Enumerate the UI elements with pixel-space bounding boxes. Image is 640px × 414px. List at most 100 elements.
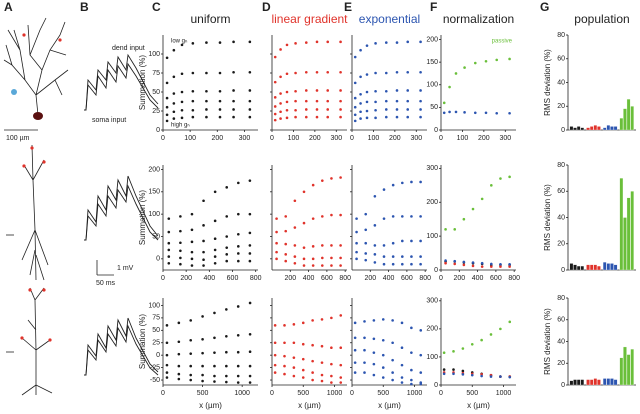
data-point: [225, 334, 228, 338]
data-point: [339, 264, 342, 267]
data-point: [391, 319, 394, 322]
x-tick-label: 0: [439, 135, 443, 142]
data-point: [294, 108, 297, 112]
x-tick-label: 200: [180, 275, 192, 282]
data-point: [448, 110, 451, 114]
bar: [630, 191, 634, 271]
data-point: [189, 319, 193, 322]
y-tick-label: 0: [561, 382, 565, 389]
y-tick-label: -50: [150, 377, 160, 384]
data-point: [384, 89, 388, 93]
data-point: [213, 336, 216, 340]
data-point: [400, 346, 404, 350]
data-point: [165, 105, 169, 109]
data-point: [471, 261, 475, 264]
data-point: [442, 372, 446, 376]
bar: [597, 265, 601, 271]
data-point: [273, 96, 277, 99]
x-tick-label: 400: [383, 275, 395, 282]
data-point: [384, 71, 388, 75]
data-point: [248, 381, 252, 384]
data-point: [442, 101, 446, 105]
panel-letter: B: [80, 0, 89, 14]
bar: [586, 127, 590, 131]
data-point: [165, 56, 169, 60]
data-point: [177, 372, 181, 376]
y-tick-label: 200: [148, 166, 160, 173]
data-point: [382, 262, 386, 266]
bar: [580, 127, 585, 131]
data-point: [381, 353, 385, 357]
data-point: [167, 261, 171, 265]
data-point: [353, 348, 357, 352]
data-point: [406, 70, 410, 74]
data-point: [285, 90, 289, 94]
data-point: [364, 228, 368, 232]
bar: [610, 126, 614, 131]
bar: [626, 98, 631, 131]
data-point: [179, 262, 182, 266]
bar: [606, 378, 611, 386]
data-point: [232, 40, 235, 44]
y-tick-label: 60: [557, 188, 565, 195]
data-point: [225, 246, 229, 249]
data-point: [190, 228, 194, 232]
data-point: [294, 42, 297, 45]
panel-letter: G: [540, 0, 549, 14]
data-point: [410, 180, 413, 184]
data-point: [454, 72, 458, 75]
data-point: [232, 108, 235, 111]
data-point: [315, 70, 319, 74]
input-site: [42, 288, 46, 292]
data-point: [202, 250, 205, 254]
data-point: [279, 102, 282, 105]
data-point: [462, 263, 466, 267]
data-point: [419, 180, 422, 184]
data-point: [248, 332, 252, 336]
y-tick-label: 40: [557, 338, 565, 345]
data-point: [201, 351, 204, 355]
data-point: [410, 255, 413, 258]
data-point: [218, 108, 222, 111]
data-point: [165, 81, 169, 85]
data-point: [374, 89, 377, 93]
x-tick-label: 1000: [407, 390, 423, 397]
data-point: [165, 324, 169, 327]
bar: [613, 379, 618, 386]
data-point: [353, 113, 357, 117]
bar: [573, 379, 577, 386]
soma-trace: [84, 184, 159, 241]
bar: [576, 379, 581, 386]
column-title: population: [574, 12, 629, 26]
data-point: [374, 108, 377, 112]
x-tick-label: 0: [270, 390, 274, 397]
data-point: [339, 40, 342, 44]
y-tick-label: 50: [152, 89, 160, 96]
data-point: [406, 99, 410, 103]
data-point: [205, 89, 208, 93]
data-point: [480, 197, 484, 201]
x-tick-label: 200: [364, 275, 376, 282]
x-tick-label: 200: [284, 275, 296, 282]
data-point: [237, 212, 240, 216]
x-tick-label: 0: [439, 390, 443, 397]
data-point: [202, 224, 205, 227]
data-point: [363, 361, 366, 364]
x-tick-label: 400: [203, 275, 215, 282]
data-point: [401, 239, 404, 243]
data-point: [304, 89, 308, 92]
panel-letters: A B C D E F G: [4, 0, 549, 14]
data-point: [284, 253, 288, 256]
bar: [586, 379, 590, 386]
data-point: [232, 89, 235, 92]
data-point: [355, 257, 358, 261]
y-axis-label: Summation (%): [138, 55, 147, 110]
data-point: [382, 188, 386, 191]
data-point: [320, 379, 324, 383]
y-tick-label: 0: [434, 267, 438, 274]
y-tick-label: 0: [434, 127, 438, 134]
x-tick-label: 1000: [327, 390, 343, 397]
data-point: [406, 89, 410, 92]
data-point: [236, 305, 240, 308]
data-point: [374, 100, 377, 104]
